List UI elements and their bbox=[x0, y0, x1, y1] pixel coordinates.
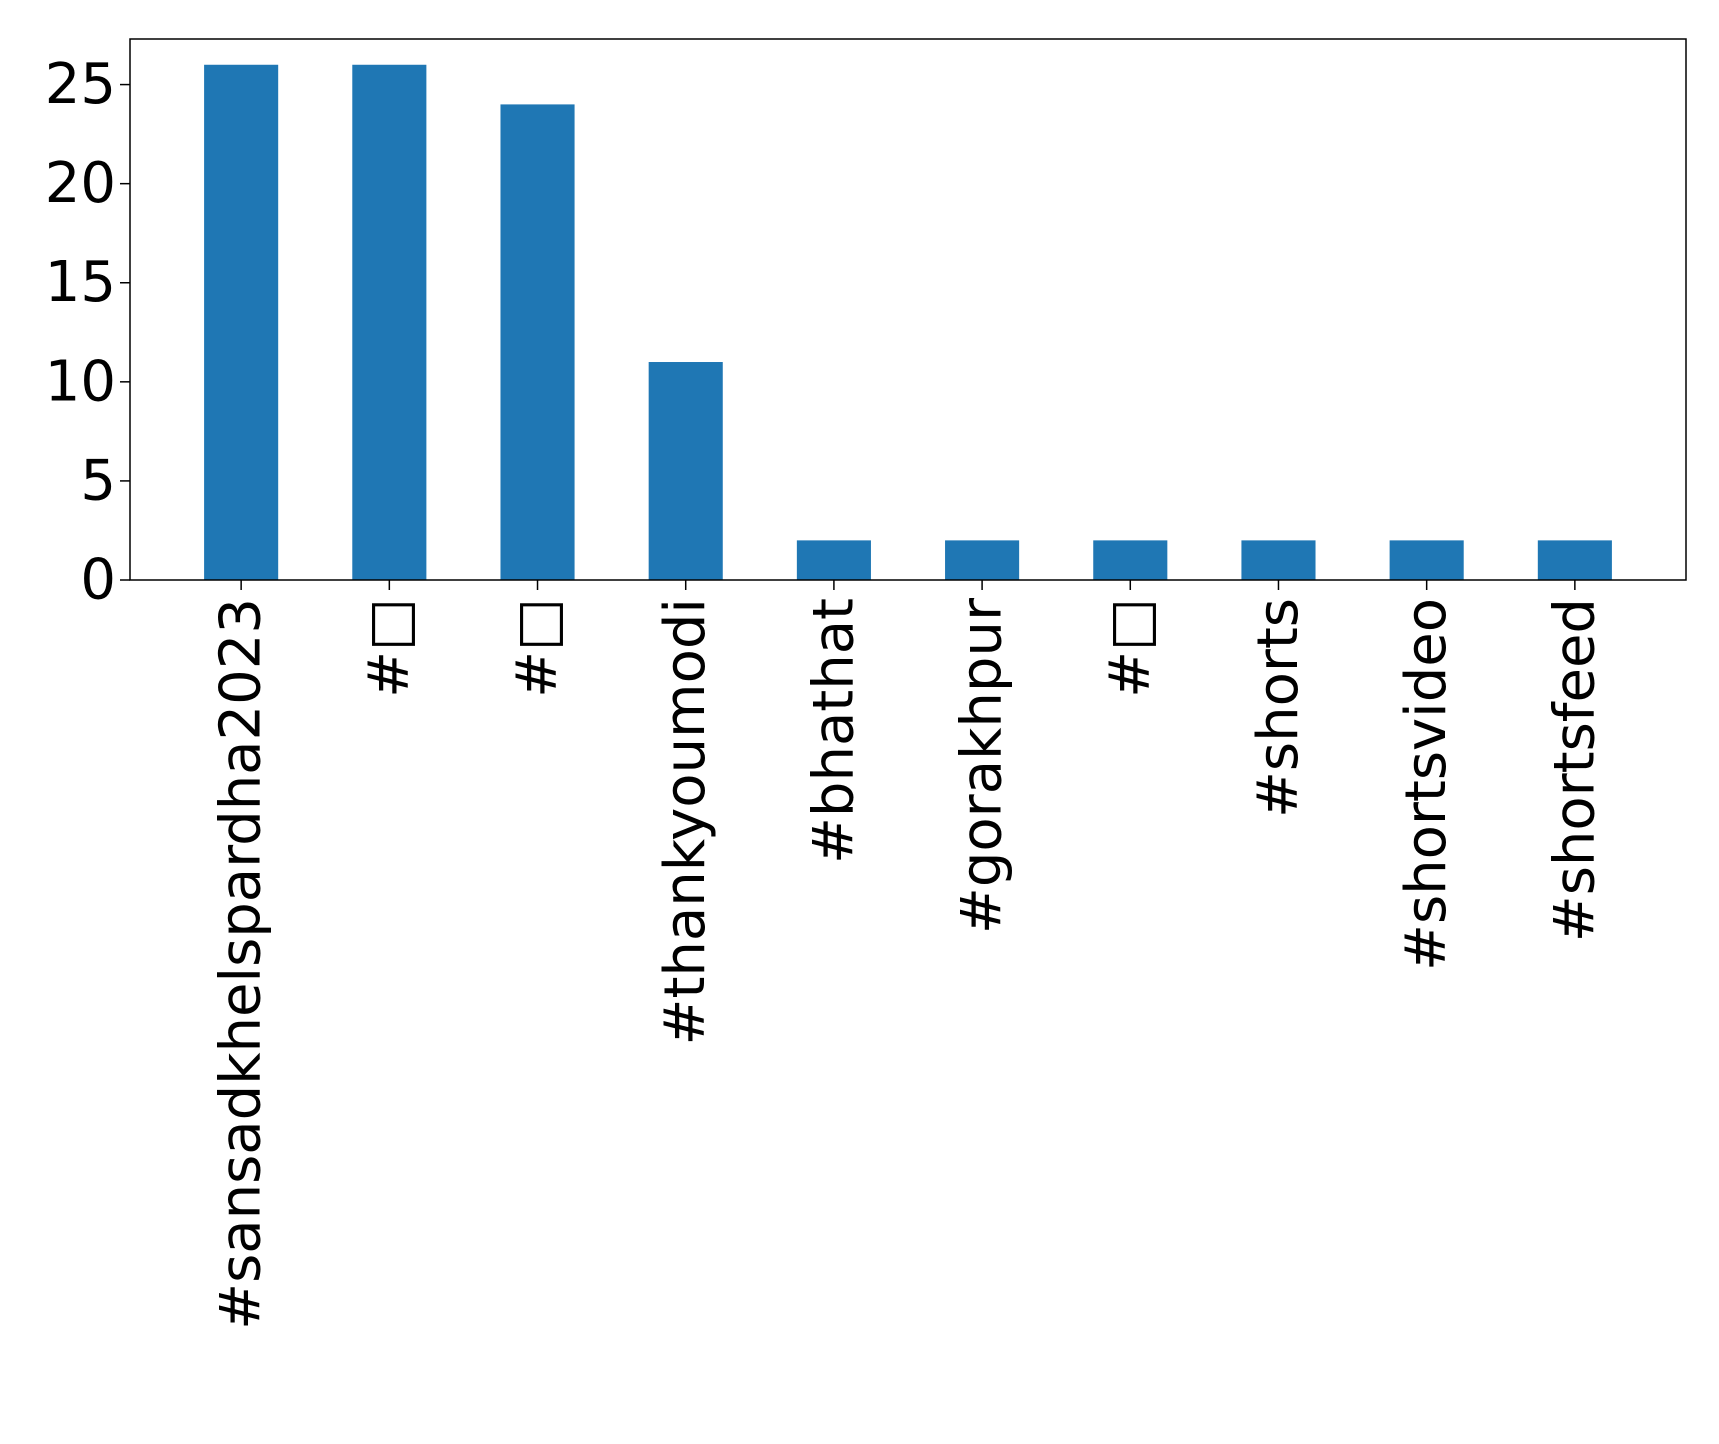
y-tick-label-3: 15 bbox=[45, 250, 116, 315]
x-tick-label-3: #thankyoumodi bbox=[653, 598, 718, 1045]
x-tick-label-6: #□ bbox=[1098, 598, 1163, 698]
y-tick-label-2: 10 bbox=[45, 349, 116, 414]
bars-layer bbox=[204, 64, 1612, 581]
bar-2 bbox=[500, 104, 575, 581]
bar-7 bbox=[1241, 540, 1316, 580]
x-tick-label-4: #bhathat bbox=[801, 598, 866, 864]
x-tick-label-1: #□ bbox=[357, 598, 422, 698]
x-tick-label-5: #gorakhpur bbox=[950, 597, 1015, 934]
y-tick-label-1: 5 bbox=[80, 448, 116, 513]
bar-1 bbox=[352, 64, 427, 580]
bar-6 bbox=[1093, 540, 1168, 580]
y-tick-label-5: 25 bbox=[45, 52, 116, 117]
y-tick-label-0: 0 bbox=[80, 548, 116, 613]
bar-4 bbox=[796, 540, 871, 580]
bar-3 bbox=[648, 362, 723, 580]
bar-8 bbox=[1389, 540, 1464, 580]
bar-0 bbox=[204, 64, 279, 580]
bar-9 bbox=[1537, 540, 1612, 580]
plot-frame bbox=[129, 38, 1687, 581]
y-axis: 0 5 10 15 20 25 bbox=[45, 52, 130, 613]
x-tick-label-8: #shortsvideo bbox=[1394, 598, 1459, 971]
bar-5 bbox=[945, 540, 1020, 580]
x-tick-label-0: #sansadkhelspardha2023 bbox=[209, 598, 274, 1330]
x-tick-label-9: #shortsfeed bbox=[1542, 598, 1607, 942]
y-tick-label-4: 20 bbox=[45, 151, 116, 216]
x-tick-label-2: #□ bbox=[505, 598, 570, 698]
x-axis: #sansadkhelspardha2023 #□ #□ #thankyoumodi #… bbox=[209, 580, 1607, 1330]
x-tick-label-7: #shorts bbox=[1246, 598, 1311, 818]
